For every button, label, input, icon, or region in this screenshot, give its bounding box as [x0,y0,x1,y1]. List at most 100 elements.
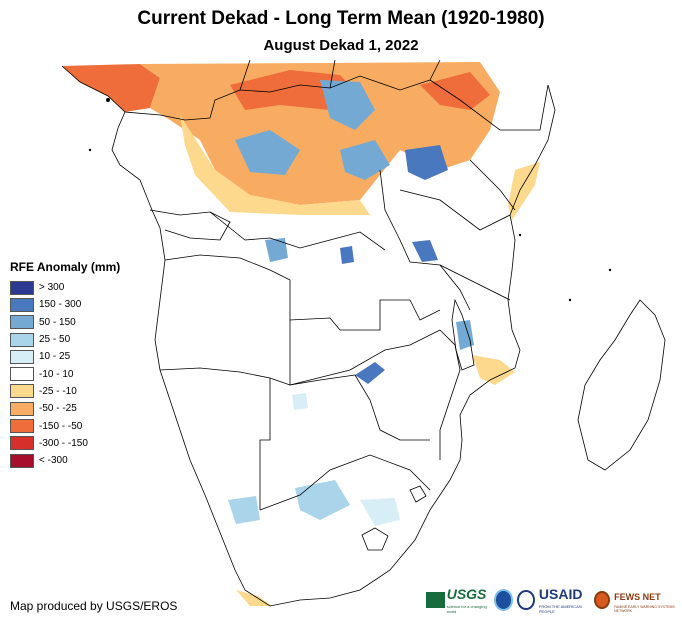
border-malawi [451,298,475,371]
legend-item: 50 - 150 [10,314,120,331]
deficit-light-band [180,115,370,215]
usaid-tagline: FROM THE AMERICAN PEOPLE [538,604,582,614]
deficit-north-central [140,62,500,205]
legend-swatch [10,332,34,347]
legend-label: 10 - 25 [39,351,71,363]
legend: RFE Anomaly (mm) > 300 150 - 300 50 - 15… [10,260,120,469]
seychelles-island [608,268,612,272]
legend-swatch [10,280,34,295]
fews-tagline: FAMINE EARLY WARNING SYSTEMS NETWORK [614,605,675,613]
border-sudan [239,59,441,91]
fews-logo: FEWS NET FAMINE EARLY WARNING SYSTEMS NE… [614,587,682,613]
legend-item: -300 - -150 [10,435,120,452]
legend-item: 150 - 300 [10,296,120,313]
legend-item: > 300 [10,279,120,296]
surplus-central-3 [340,140,390,180]
border-mozambique [439,329,461,460]
border-kenya-somalia [469,159,516,211]
usgs-logo: USGS science for a changing world [426,586,490,614]
legend-label: -25 - -10 [39,385,77,397]
surplus-botswana [292,393,308,410]
deficit-mozambique [472,355,515,385]
surplus-lake [412,240,438,262]
border-cameroon-gabon [149,209,231,241]
legend-label: < -300 [39,455,68,467]
noaa-logo-icon [493,589,514,611]
legend-item: -10 - 10 [10,365,120,382]
legend-swatch [10,315,34,330]
partner-logos: USGS science for a changing world USAID … [426,586,682,614]
legend-swatch [10,349,34,364]
legend-item: -150 - -50 [10,417,120,434]
madagascar-outline [577,299,666,471]
usgs-wave-icon [426,592,445,608]
map-subtitle: August Dekad 1, 2022 [263,37,419,54]
legend-item: 25 - 50 [10,331,120,348]
legend-item: < -300 [10,452,120,469]
border-namibia-botswana [259,378,271,510]
legend-label: -50 - -25 [39,403,77,415]
legend-label: -300 - -150 [39,437,88,449]
legend-item: -25 - -10 [10,383,120,400]
map-credit: Map produced by USGS/EROS [10,599,178,613]
border-angola-namibia [159,367,356,386]
sao-tome-island [88,148,92,152]
surplus-south-3 [360,498,400,526]
usgs-tagline: science for a changing world [446,604,487,614]
zanzibar-island [518,233,522,237]
surplus-zambezi [355,362,385,384]
border-east [399,189,511,231]
legend-swatch [10,401,34,416]
border-horn [429,79,549,131]
surplus-east [405,145,448,180]
legend-label: 150 - 300 [39,299,82,311]
border-lesotho [361,527,389,551]
border-drc-north [209,211,386,251]
surplus-south-1 [295,480,350,520]
surplus-malawi [456,320,474,350]
fews-globe-icon [594,591,611,609]
border-northwest [124,75,431,121]
legend-swatch [10,384,34,399]
usaid-wordmark: USAID [538,586,583,602]
legend-swatch [10,453,34,468]
legend-label: > 300 [39,282,65,294]
usaid-seal-icon [517,590,535,610]
legend-item: 10 - 25 [10,348,120,365]
deficit-west-coast [62,64,160,112]
usgs-wordmark: USGS [446,586,487,602]
anomaly-surplus-areas [228,80,474,526]
surplus-central-1 [320,80,375,130]
island-markers [88,98,612,302]
comoros-island [568,298,572,302]
surplus-central-2 [235,130,300,175]
border-drc-angola [164,254,441,331]
legend-swatch [10,367,34,382]
legend-swatch [10,419,34,434]
legend-label: -10 - 10 [39,368,74,380]
surplus-south-2 [228,496,260,524]
legend-label: 25 - 50 [39,334,71,346]
legend-swatch [10,436,34,451]
map-title: Current Dekad - Long Term Mean (1920-198… [137,8,545,29]
border-zambia [289,320,441,386]
border-south-africa [259,454,431,511]
legend-title: RFE Anomaly (mm) [10,260,121,274]
legend-item: -50 - -25 [10,400,120,417]
surplus-drc-2 [340,246,354,264]
legend-label: -150 - -50 [39,420,83,432]
border-tanzania [439,264,511,301]
deficit-severe-patch-2 [420,72,490,110]
legend-swatch [10,297,34,312]
border-botswana-zimbabwe [354,374,430,441]
deficit-east-coast [508,162,540,220]
deficit-south-tip [236,590,272,606]
border-great-lakes [379,169,471,311]
legend-label: 50 - 150 [39,316,76,328]
mainland-coastline [61,65,556,607]
border-eswatini [409,485,427,503]
bioko-island [106,98,110,102]
fews-wordmark: FEWS NET [614,592,661,602]
usaid-logo: USAID FROM THE AMERICAN PEOPLE [539,586,590,614]
